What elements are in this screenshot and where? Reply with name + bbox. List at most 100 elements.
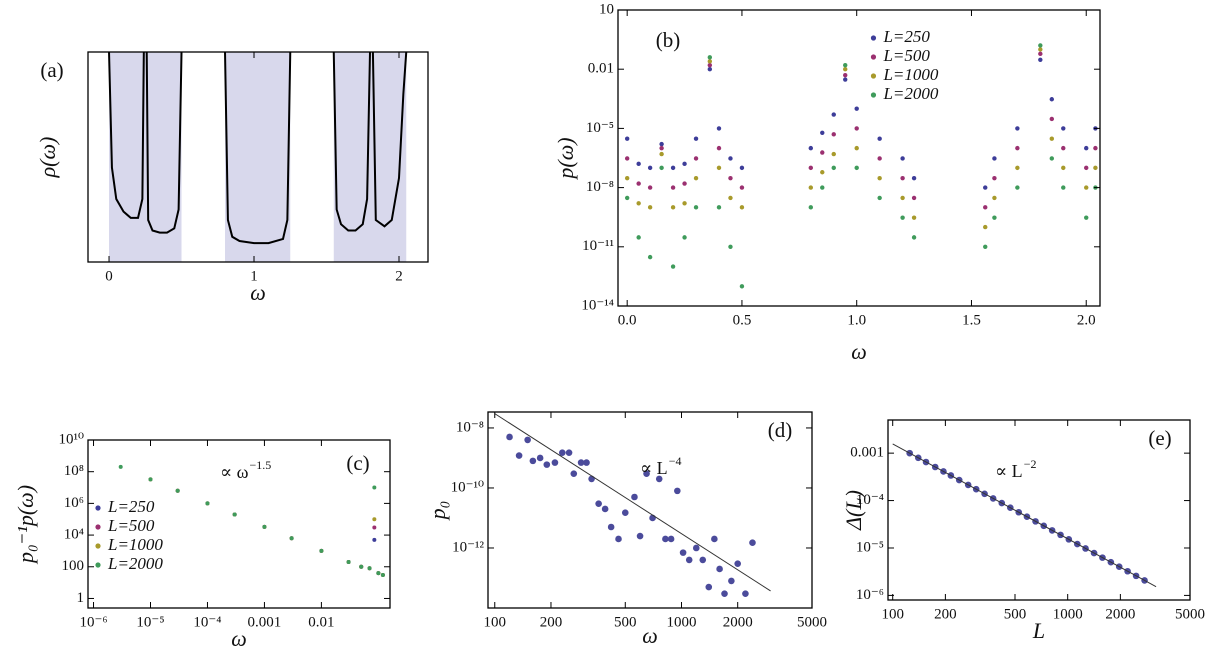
y-tick-label: 10⁻⁸ — [456, 419, 484, 435]
x-tick-label: 0.001 — [248, 614, 282, 630]
point — [693, 175, 699, 181]
point — [911, 235, 917, 240]
point — [739, 185, 745, 190]
point — [682, 181, 687, 186]
point — [636, 235, 641, 240]
point — [682, 161, 687, 167]
legend-marker — [95, 562, 101, 568]
legend-label: L=1000 — [107, 535, 163, 554]
y-axis-label: p₀⁻¹p(ω) — [13, 485, 38, 565]
fit-line — [892, 443, 1157, 588]
point — [262, 524, 267, 529]
annotation-exponent: −4 — [669, 454, 682, 468]
x-tick-label: 10⁻⁶ — [79, 614, 107, 630]
point — [667, 535, 675, 543]
point — [624, 195, 630, 201]
point — [716, 126, 722, 131]
x-axis-label: ω — [642, 623, 658, 648]
x-tick-label: 1.0 — [847, 312, 866, 328]
point — [1038, 43, 1043, 48]
point — [1038, 57, 1043, 62]
point — [1038, 47, 1043, 52]
point — [682, 201, 687, 206]
x-tick-label: 1000 — [1053, 606, 1083, 622]
band — [225, 52, 291, 262]
point — [877, 136, 882, 141]
annotation-exponent: −1.5 — [250, 458, 272, 472]
y-tick-label: 10⁻⁵ — [856, 539, 884, 555]
point — [148, 477, 153, 482]
y-tick-label: 10⁻¹⁰ — [451, 479, 484, 495]
x-tick-label: 2 — [395, 268, 403, 284]
x-tick-label: 1000 — [666, 614, 696, 630]
legend-label: L=2000 — [882, 84, 938, 103]
x-tick-label: 5000 — [1175, 606, 1205, 622]
plot-frame — [87, 439, 391, 609]
point — [607, 523, 615, 531]
point — [1061, 126, 1066, 131]
x-axis-label: L — [1032, 618, 1045, 643]
point — [728, 244, 733, 249]
point — [1015, 165, 1020, 171]
legend-marker — [95, 524, 101, 530]
point — [372, 517, 377, 522]
panel-label: (c) — [346, 451, 369, 475]
annotation-exponent: −2 — [1024, 457, 1037, 471]
legend-label: L=2000 — [107, 554, 163, 573]
annotation: ∝ L — [640, 458, 668, 478]
legend-label: L=1000 — [882, 65, 938, 84]
point — [636, 532, 644, 540]
point — [739, 284, 745, 289]
x-tick-label: 2.0 — [1077, 312, 1096, 328]
y-tick-label: 0.01 — [588, 61, 614, 77]
legend-label: L=250 — [107, 497, 155, 516]
point — [175, 488, 180, 493]
point — [900, 215, 905, 220]
point — [636, 201, 641, 206]
y-tick-label: 10⁴ — [64, 527, 84, 543]
point — [831, 165, 836, 171]
plot-area — [108, 52, 408, 262]
y-axis-label: ρ(ω) — [35, 137, 60, 179]
point — [707, 67, 713, 72]
x-tick-label: 10⁻⁵ — [136, 614, 164, 630]
legend-label: L=500 — [882, 46, 930, 65]
point — [647, 205, 653, 210]
y-axis-label: p(ω) — [553, 137, 578, 180]
point — [506, 433, 513, 441]
point — [742, 590, 749, 597]
point — [359, 564, 364, 569]
y-tick-label: 10⁻⁸ — [586, 179, 614, 195]
point — [1061, 165, 1066, 171]
point — [983, 185, 988, 190]
point — [565, 449, 573, 456]
point — [346, 559, 351, 564]
point — [716, 145, 722, 151]
point — [1038, 51, 1043, 57]
point — [693, 205, 699, 210]
point — [739, 165, 745, 171]
point — [992, 195, 997, 201]
point — [647, 165, 653, 171]
x-tick-label: 500 — [1004, 606, 1027, 622]
point — [615, 535, 622, 543]
point — [854, 145, 859, 151]
point — [728, 175, 733, 181]
point — [624, 175, 630, 181]
y-axis-label: Δ(L) — [841, 490, 866, 531]
point — [693, 136, 699, 141]
point — [1049, 116, 1055, 122]
x-tick-label: 2000 — [723, 614, 753, 630]
point — [647, 254, 653, 260]
point — [570, 470, 578, 477]
point — [674, 487, 681, 495]
point — [643, 470, 650, 477]
point — [624, 156, 630, 161]
density-line — [108, 52, 408, 245]
point — [1084, 165, 1089, 171]
point — [659, 151, 664, 157]
y-tick-label: 10⁻¹² — [452, 539, 484, 555]
point — [820, 170, 825, 175]
point — [670, 205, 676, 210]
plot-area — [892, 443, 1157, 588]
